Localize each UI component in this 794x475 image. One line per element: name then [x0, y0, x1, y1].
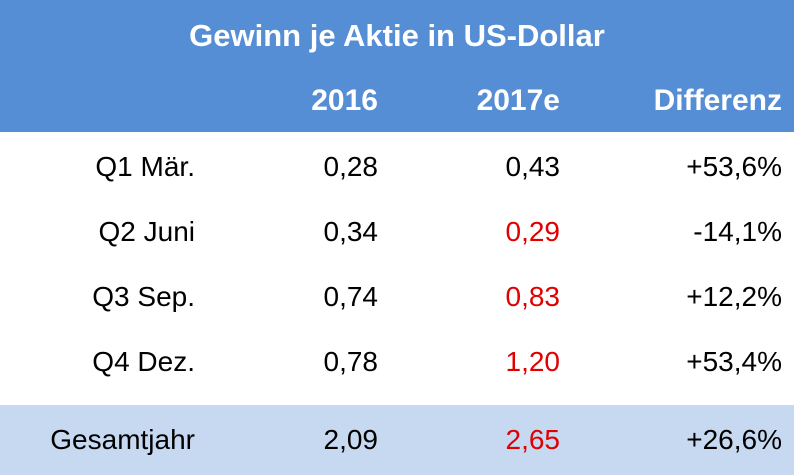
title: Gewinn je Aktie in US-Dollar	[189, 18, 605, 53]
total-band	[0, 405, 794, 475]
cell: 0,28	[323, 151, 379, 182]
total-cell: 2,65	[505, 424, 561, 455]
total-label: Gesamtjahr	[50, 424, 195, 455]
cell: 0,74	[323, 281, 379, 312]
row-label: Q3 Sep.	[92, 281, 195, 312]
cell: +12,2%	[686, 281, 782, 312]
row-label: Q1 Mär.	[95, 151, 195, 182]
total-cell: 2,09	[323, 424, 379, 455]
row-label: Q4 Dez.	[92, 346, 195, 377]
cell: 0,34	[323, 216, 379, 247]
cell: 0,29	[505, 216, 561, 247]
total-cell: +26,6%	[686, 424, 782, 455]
column-header: 2016	[311, 84, 378, 117]
cell: 1,20	[505, 346, 561, 377]
cell: 0,43	[505, 151, 561, 182]
cell: +53,4%	[686, 346, 782, 377]
row-label: Q2 Juni	[98, 216, 196, 247]
cell: 0,83	[505, 281, 561, 312]
cell: -14,1%	[693, 216, 782, 247]
cell: 0,78	[323, 346, 379, 377]
header-band	[0, 0, 794, 132]
column-header: Differenz	[653, 84, 782, 117]
column-header: 2017e	[476, 84, 560, 117]
cell: +53,6%	[686, 151, 782, 182]
